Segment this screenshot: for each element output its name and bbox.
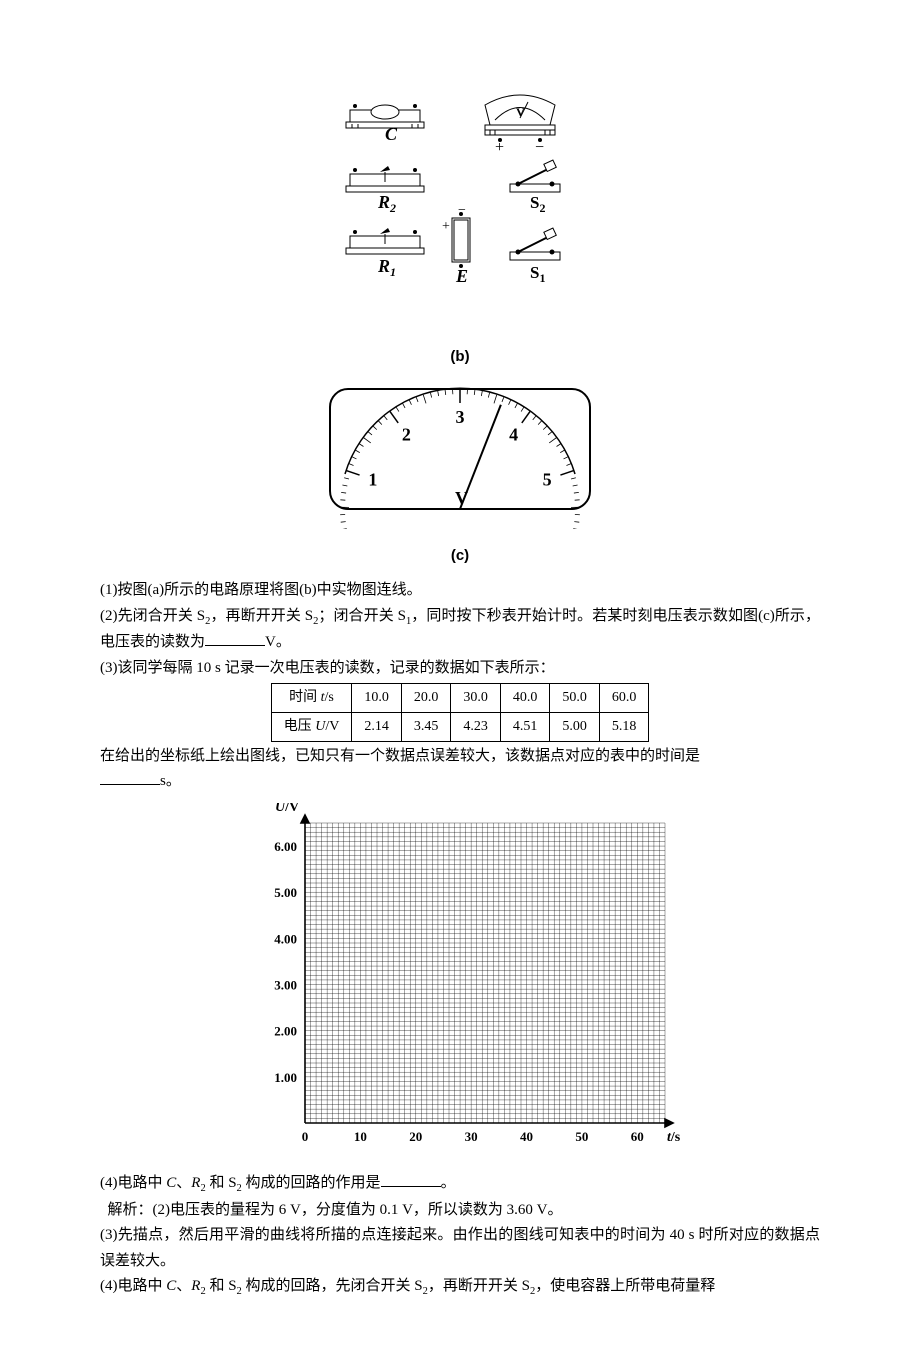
data-table: 时间 t/s 10.0 20.0 30.0 40.0 50.0 60.0 电压 … (271, 683, 650, 742)
question-2: (2)先闭合开关 S2，再断开开关 S2；闭合开关 S1，同时按下秒表开始计时。… (100, 604, 820, 656)
table-header-voltage: 电压 U/V (271, 713, 352, 742)
svg-text:5: 5 (543, 470, 552, 490)
svg-text:2.00: 2.00 (274, 1024, 297, 1039)
svg-text:3.00: 3.00 (274, 977, 297, 992)
answer-3: (3)先描点，然后用平滑的曲线将所描的点连接起来。由作出的图线可知表中的时间为 … (100, 1223, 820, 1274)
svg-text:40: 40 (520, 1129, 533, 1144)
svg-text:6: 6 (543, 526, 552, 529)
svg-text:20: 20 (409, 1129, 422, 1144)
label-R2: R2 (377, 192, 396, 215)
label-E: E (455, 266, 468, 286)
table-row-voltage: 电压 U/V 2.14 3.45 4.23 4.51 5.00 5.18 (271, 713, 649, 742)
dial-unit: V (455, 488, 468, 508)
svg-text:+: + (442, 219, 450, 234)
caption-b: (b) (100, 344, 820, 370)
switch-s1 (510, 228, 560, 260)
svg-text:0: 0 (302, 1129, 309, 1144)
svg-text:6.00: 6.00 (274, 839, 297, 854)
answer-2: 解析：(2)电压表的量程为 6 V，分度值为 0.1 V，所以读数为 3.60 … (100, 1198, 820, 1224)
question-3-intro: (3)该同学每隔 10 s 记录一次电压表的读数，记录的数据如下表所示： (100, 656, 820, 682)
svg-text:5.00: 5.00 (274, 885, 297, 900)
blank-function[interactable] (381, 1171, 441, 1187)
question-3-after: 在给出的坐标纸上绘出图线，已知只有一个数据点误差较大，该数据点对应的表中的时间是… (100, 744, 820, 795)
battery-e (452, 212, 470, 268)
voltmeter-dial-svg: 0 1 2 3 4 5 6 V (320, 379, 600, 529)
blank-voltage[interactable] (205, 630, 265, 646)
blank-time[interactable] (100, 769, 160, 785)
svg-text:U/V: U/V (275, 803, 299, 815)
voltmeter-plus: + (495, 139, 504, 156)
svg-text:50: 50 (575, 1129, 588, 1144)
svg-text:1: 1 (368, 470, 377, 490)
apparatus-svg: C V + − R2 (330, 90, 590, 330)
label-S2: S2 (530, 193, 545, 215)
svg-text:2: 2 (402, 424, 411, 444)
svg-text:3: 3 (456, 407, 465, 427)
svg-text:60: 60 (631, 1129, 644, 1144)
question-4: (4)电路中 C、R2 和 S2 构成的回路的作用是。 (100, 1171, 820, 1198)
grid-chart: 0 10 20 30 40 50 60 1.00 2.00 3.00 4.00 5.00 6.00 U/V… (235, 803, 685, 1163)
svg-text:V: V (516, 105, 525, 119)
svg-text:1.00: 1.00 (274, 1070, 297, 1085)
table-row-time: 时间 t/s 10.0 20.0 30.0 40.0 50.0 60.0 (271, 684, 649, 713)
figure-c: 0 1 2 3 4 5 6 V (c) (100, 379, 820, 568)
svg-text:4: 4 (509, 424, 518, 444)
voltmeter-minus: − (535, 139, 544, 156)
svg-text:30: 30 (465, 1129, 478, 1144)
table-header-time: 时间 t/s (271, 684, 352, 713)
answer-4: (4)电路中 C、R2 和 S2 构成的回路，先闭合开关 S2，再断开开关 S2… (100, 1274, 820, 1301)
figure-b: C V + − R2 (100, 90, 820, 369)
svg-text:0: 0 (368, 526, 377, 529)
label-R1: R1 (377, 256, 396, 279)
svg-text:4.00: 4.00 (274, 931, 297, 946)
label-S1: S1 (530, 263, 545, 285)
label-C: C (385, 124, 398, 144)
svg-text:10: 10 (354, 1129, 367, 1144)
svg-text:−: − (458, 203, 466, 218)
caption-c: (c) (100, 543, 820, 569)
question-1: (1)按图(a)所示的电路原理将图(b)中实物图连线。 (100, 578, 820, 604)
svg-text:t/s: t/s (667, 1130, 681, 1145)
switch-s2 (510, 160, 560, 192)
